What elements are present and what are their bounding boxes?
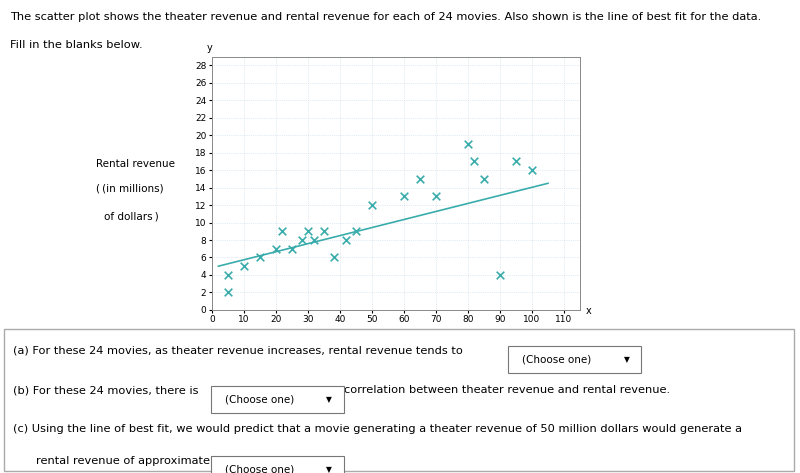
Point <box>308 236 321 244</box>
Text: Rental revenue: Rental revenue <box>96 159 175 169</box>
Text: Fill in the blanks below.: Fill in the blanks below. <box>10 40 142 50</box>
Point <box>254 254 266 261</box>
Point <box>414 175 426 183</box>
Text: ( (in millions): ( (in millions) <box>96 183 164 193</box>
Point <box>430 193 442 200</box>
Point <box>350 228 362 235</box>
Point <box>327 254 340 261</box>
Text: (Choose one): (Choose one) <box>225 464 294 473</box>
Point <box>398 193 410 200</box>
Text: (Choose one): (Choose one) <box>225 394 294 405</box>
Text: ▼: ▼ <box>326 464 332 473</box>
Text: (a) For these 24 movies, as theater revenue increases, rental revenue tends to: (a) For these 24 movies, as theater reve… <box>14 346 463 356</box>
Text: (b) For these 24 movies, there is: (b) For these 24 movies, there is <box>14 385 199 395</box>
FancyBboxPatch shape <box>211 386 344 413</box>
Point <box>295 236 308 244</box>
Text: rental revenue of approximately: rental revenue of approximately <box>36 456 220 466</box>
Text: correlation between theater revenue and rental revenue.: correlation between theater revenue and … <box>344 385 670 395</box>
Text: ▼: ▼ <box>624 355 630 365</box>
Point <box>468 158 481 165</box>
Text: of dollars ): of dollars ) <box>104 211 158 221</box>
Point <box>526 166 538 174</box>
Text: (c) Using the line of best fit, we would predict that a movie generating a theat: (c) Using the line of best fit, we would… <box>14 424 742 434</box>
Point <box>494 271 506 279</box>
Point <box>302 228 314 235</box>
Point <box>270 245 282 253</box>
Point <box>478 175 490 183</box>
Text: The scatter plot shows the theater revenue and rental revenue for each of 24 mov: The scatter plot shows the theater reven… <box>10 12 761 22</box>
Point <box>238 263 250 270</box>
X-axis label: Theater revenue
(in millions of dollars): Theater revenue (in millions of dollars) <box>339 329 453 350</box>
Point <box>510 158 522 165</box>
Text: x: x <box>586 306 591 316</box>
Point <box>286 245 298 253</box>
Point <box>318 228 330 235</box>
Text: ▼: ▼ <box>326 395 332 404</box>
Text: (Choose one): (Choose one) <box>522 355 591 365</box>
Point <box>366 201 378 209</box>
Point <box>222 289 234 296</box>
Point <box>340 236 353 244</box>
Point <box>276 228 289 235</box>
FancyBboxPatch shape <box>508 346 641 374</box>
FancyBboxPatch shape <box>4 329 794 471</box>
Text: y: y <box>206 43 212 53</box>
Point <box>222 271 234 279</box>
Point <box>462 140 474 148</box>
FancyBboxPatch shape <box>211 456 344 473</box>
